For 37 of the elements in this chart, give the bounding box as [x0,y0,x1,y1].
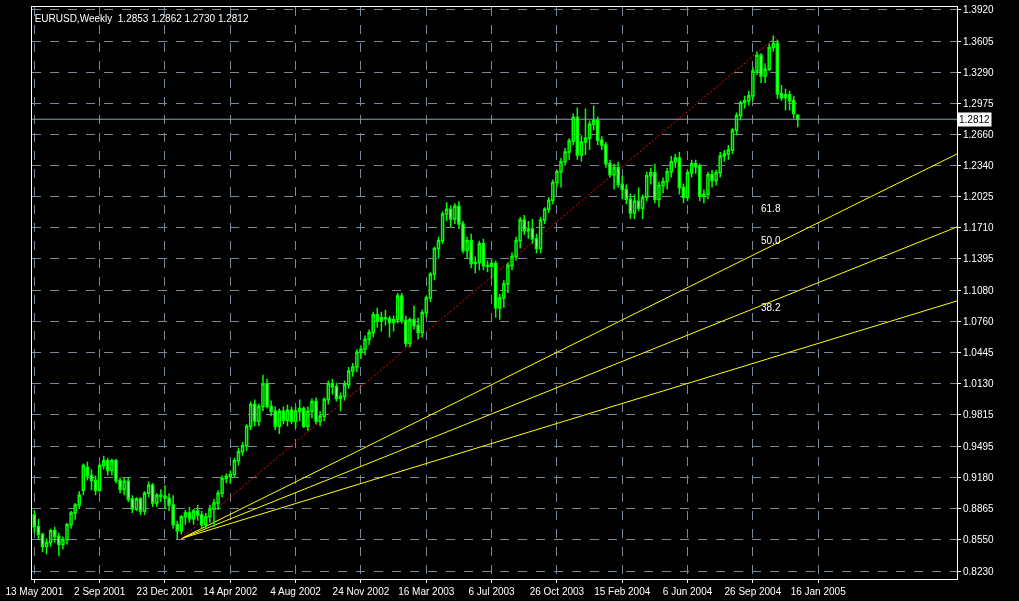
x-tick-label: 23 Dec 2001 [136,586,194,597]
x-tick-label: 6 Jul 2003 [468,586,516,597]
y-tick-label: 1.0130 [963,378,995,390]
y-tick-label: 1.0760 [963,316,995,328]
y-tick-label: 1.1080 [963,284,995,296]
x-tick-label: 26 Oct 2003 [529,586,585,597]
ref-line-label: 1.2812 [959,114,991,125]
y-tick-label: 1.2975 [963,97,995,109]
y-tick-label: 0.9180 [963,471,995,483]
x-tick-label: 13 May 2001 [5,586,64,597]
y-tick-label: 1.1395 [963,253,995,265]
x-tick-label: 4 Aug 2002 [270,586,322,597]
y-tick-label: 0.8550 [963,534,995,546]
x-tick-label: 6 Jun 2004 [662,586,713,597]
x-tick-label: 16 Jan 2005 [790,586,847,597]
annotation: 38.2 [761,302,781,313]
y-tick-label: 0.8865 [963,502,995,514]
y-tick-label: 1.3290 [963,66,995,78]
y-tick-label: 1.2660 [963,128,995,140]
annotation: 50.0 [761,235,781,246]
y-tick-label: 1.0445 [963,347,995,359]
y-tick-label: 0.9815 [963,409,995,421]
y-tick-label: 0.8230 [963,565,995,577]
annotation: 61.8 [761,203,781,214]
y-tick-label: 1.3920 [963,4,995,16]
x-tick-label: 24 Nov 2002 [332,586,390,597]
y-tick-label: 1.3605 [963,35,995,47]
x-tick-label: 14 Apr 2002 [203,586,258,597]
y-tick-label: 1.2025 [963,191,995,203]
x-tick-label: 16 Mar 2003 [398,586,455,597]
y-tick-label: 1.2340 [963,160,995,172]
x-tick-label: 26 Sep 2004 [724,586,782,597]
y-tick-label: 0.9495 [963,440,995,452]
text: EURUSD,Weekly 1.2853 1.2862 1.2730 1.2812 [34,13,249,25]
y-tick-label: 1.1710 [963,222,995,234]
x-tick-label: 2 Sep 2001 [74,586,126,597]
x-tick-label: 15 Feb 2004 [594,586,651,597]
